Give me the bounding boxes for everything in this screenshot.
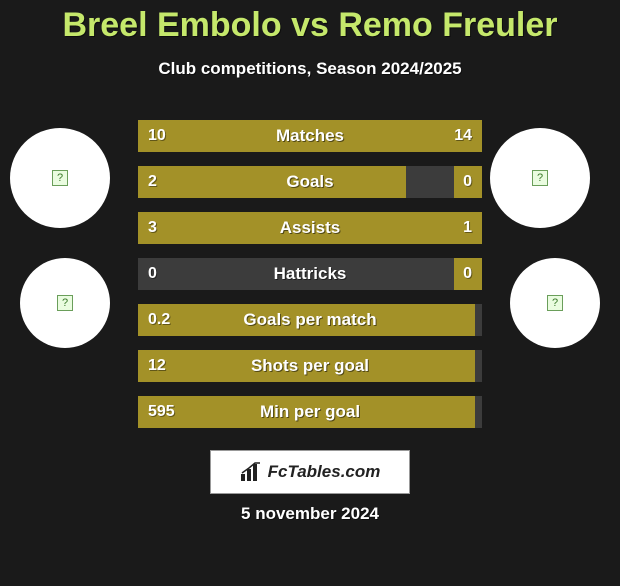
stat-label: Min per goal: [138, 396, 482, 428]
image-placeholder-icon: ?: [532, 170, 548, 186]
stat-row: 0.2Goals per match: [138, 304, 482, 336]
stat-row: 31Assists: [138, 212, 482, 244]
club-right-logo: ?: [510, 258, 600, 348]
stat-label: Goals per match: [138, 304, 482, 336]
stat-label: Hattricks: [138, 258, 482, 290]
stat-rows: 1014Matches 20Goals 31Assists 00Hattricks 0.…: [138, 120, 482, 442]
snapshot-date: 5 november 2024: [0, 504, 620, 524]
stat-label: Shots per goal: [138, 350, 482, 382]
stat-label: Matches: [138, 120, 482, 152]
stat-label: Assists: [138, 212, 482, 244]
comparison-title: Breel Embolo vs Remo Freuler: [0, 6, 620, 45]
player-right-photo: ?: [490, 128, 590, 228]
player-left-photo: ?: [10, 128, 110, 228]
stat-row: 12Shots per goal: [138, 350, 482, 382]
image-placeholder-icon: ?: [57, 295, 73, 311]
stat-row: 00Hattricks: [138, 258, 482, 290]
brand-logo: FcTables.com: [210, 450, 410, 494]
stat-row: 20Goals: [138, 166, 482, 198]
brand-text: FcTables.com: [268, 462, 381, 482]
stat-label: Goals: [138, 166, 482, 198]
chart-icon: [240, 462, 262, 482]
image-placeholder-icon: ?: [52, 170, 68, 186]
stat-row: 595Min per goal: [138, 396, 482, 428]
club-left-logo: ?: [20, 258, 110, 348]
stat-row: 1014Matches: [138, 120, 482, 152]
image-placeholder-icon: ?: [547, 295, 563, 311]
comparison-subtitle: Club competitions, Season 2024/2025: [0, 59, 620, 79]
